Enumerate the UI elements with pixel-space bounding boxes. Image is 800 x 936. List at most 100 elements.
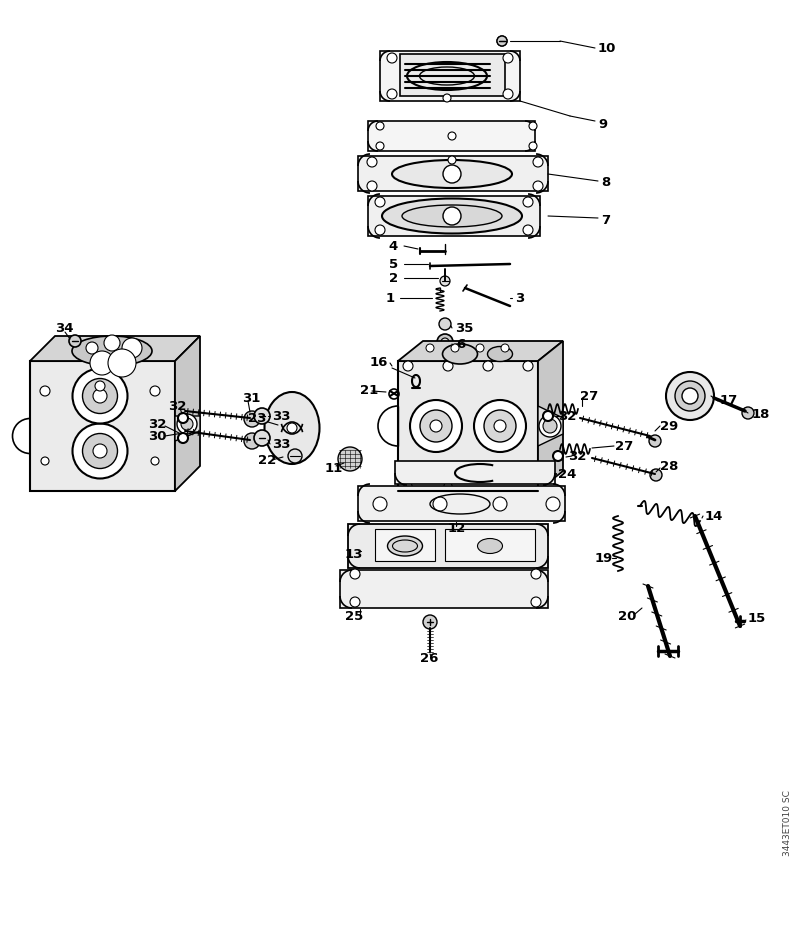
Circle shape xyxy=(287,423,297,433)
Circle shape xyxy=(375,197,385,207)
Circle shape xyxy=(533,181,543,191)
Text: 8: 8 xyxy=(601,177,610,189)
Circle shape xyxy=(90,351,114,375)
Text: 21: 21 xyxy=(360,385,378,398)
Circle shape xyxy=(41,457,49,465)
Circle shape xyxy=(443,361,453,371)
Text: 17: 17 xyxy=(720,394,738,407)
Text: 19: 19 xyxy=(595,551,614,564)
Text: 33: 33 xyxy=(272,437,290,450)
Text: 6: 6 xyxy=(456,339,466,352)
Polygon shape xyxy=(400,54,505,96)
Text: 25: 25 xyxy=(345,609,363,622)
Circle shape xyxy=(501,344,509,352)
Circle shape xyxy=(433,497,447,511)
Polygon shape xyxy=(395,461,555,484)
Text: 27: 27 xyxy=(580,389,598,402)
Circle shape xyxy=(244,411,260,427)
Ellipse shape xyxy=(177,414,197,434)
Text: 9: 9 xyxy=(598,118,607,130)
Polygon shape xyxy=(380,51,520,101)
Text: 26: 26 xyxy=(420,651,438,665)
Circle shape xyxy=(440,276,450,286)
Polygon shape xyxy=(375,529,435,561)
Ellipse shape xyxy=(93,389,107,403)
Text: 22: 22 xyxy=(258,454,276,466)
Circle shape xyxy=(86,342,98,354)
Circle shape xyxy=(650,469,662,481)
Polygon shape xyxy=(340,570,548,608)
Text: 31: 31 xyxy=(242,391,260,404)
Ellipse shape xyxy=(72,336,152,366)
Text: 16: 16 xyxy=(370,357,388,370)
Circle shape xyxy=(443,94,451,102)
Ellipse shape xyxy=(410,400,462,452)
Polygon shape xyxy=(538,406,563,446)
Text: 27: 27 xyxy=(615,440,634,452)
Circle shape xyxy=(503,53,513,63)
Ellipse shape xyxy=(478,538,502,553)
Circle shape xyxy=(150,386,160,396)
Ellipse shape xyxy=(539,415,561,437)
Circle shape xyxy=(529,142,537,150)
Text: 12: 12 xyxy=(448,521,466,534)
Circle shape xyxy=(533,157,543,167)
Text: 32: 32 xyxy=(168,400,186,413)
Text: 28: 28 xyxy=(660,460,678,473)
Polygon shape xyxy=(368,121,535,151)
Ellipse shape xyxy=(487,346,513,361)
Text: 24: 24 xyxy=(558,467,576,480)
Text: 11: 11 xyxy=(325,462,343,475)
Circle shape xyxy=(682,388,698,404)
Circle shape xyxy=(122,338,142,358)
Circle shape xyxy=(448,156,456,164)
Polygon shape xyxy=(175,416,200,441)
Text: 32: 32 xyxy=(568,450,586,463)
Text: 13: 13 xyxy=(345,548,363,561)
Circle shape xyxy=(531,569,541,579)
Circle shape xyxy=(523,361,533,371)
Circle shape xyxy=(497,36,507,46)
Circle shape xyxy=(178,413,188,423)
Text: 1: 1 xyxy=(386,291,395,304)
Polygon shape xyxy=(398,361,538,491)
Circle shape xyxy=(441,338,449,346)
Circle shape xyxy=(367,181,377,191)
Polygon shape xyxy=(368,196,540,236)
Text: 5: 5 xyxy=(389,257,398,271)
Circle shape xyxy=(426,344,434,352)
Circle shape xyxy=(387,53,397,63)
Ellipse shape xyxy=(73,369,127,423)
Circle shape xyxy=(649,435,661,447)
Polygon shape xyxy=(175,336,200,491)
Circle shape xyxy=(423,615,437,629)
Text: 3: 3 xyxy=(515,291,524,304)
Ellipse shape xyxy=(484,410,516,442)
Ellipse shape xyxy=(443,165,461,183)
Text: 30: 30 xyxy=(148,430,166,443)
Circle shape xyxy=(338,447,362,471)
Circle shape xyxy=(403,361,413,371)
Polygon shape xyxy=(348,524,548,568)
Circle shape xyxy=(476,344,484,352)
Circle shape xyxy=(69,335,81,347)
Ellipse shape xyxy=(474,400,526,452)
Circle shape xyxy=(350,597,360,607)
Circle shape xyxy=(451,344,459,352)
Polygon shape xyxy=(358,486,565,521)
Circle shape xyxy=(543,411,553,421)
Circle shape xyxy=(439,318,451,330)
Circle shape xyxy=(95,381,105,391)
Circle shape xyxy=(444,482,452,490)
Ellipse shape xyxy=(494,420,506,432)
Circle shape xyxy=(376,142,384,150)
Polygon shape xyxy=(538,341,563,491)
Circle shape xyxy=(437,334,453,350)
Text: 34: 34 xyxy=(55,321,74,334)
Text: 3443ET010 SC: 3443ET010 SC xyxy=(783,790,792,856)
Circle shape xyxy=(375,225,385,235)
Ellipse shape xyxy=(82,378,118,414)
Circle shape xyxy=(448,132,456,140)
Ellipse shape xyxy=(430,420,442,432)
Circle shape xyxy=(523,225,533,235)
